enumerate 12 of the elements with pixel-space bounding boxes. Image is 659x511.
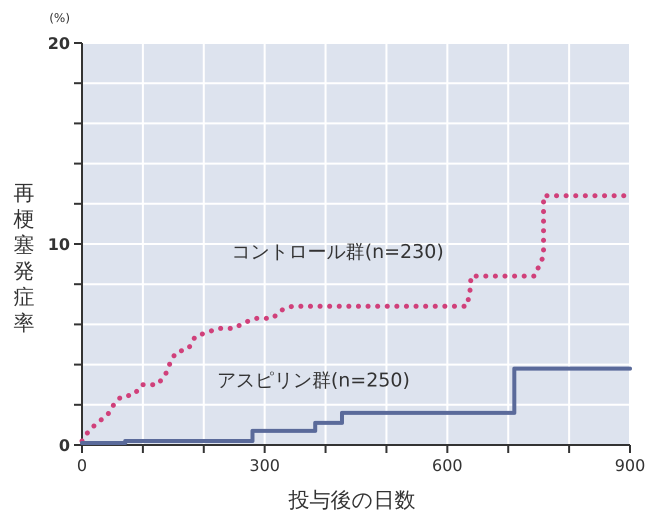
x-tick-label: 300	[249, 456, 280, 475]
series-label: コントロール群(n=230)	[232, 241, 444, 264]
x-tick-label: 900	[614, 456, 646, 475]
y-tick-label: 20	[48, 34, 70, 53]
x-tick-label: 0	[76, 456, 88, 475]
series-label: アスピリン群(n=250)	[216, 370, 410, 392]
y-tick-label: 10	[48, 235, 70, 254]
x-tick-label: 600	[432, 456, 463, 475]
y-axis-title: 再梗塞発症率	[12, 181, 34, 335]
x-axis-title: 投与後の日数	[288, 488, 416, 511]
y-tick-label: 0	[58, 436, 70, 455]
text: (%)	[49, 11, 70, 25]
